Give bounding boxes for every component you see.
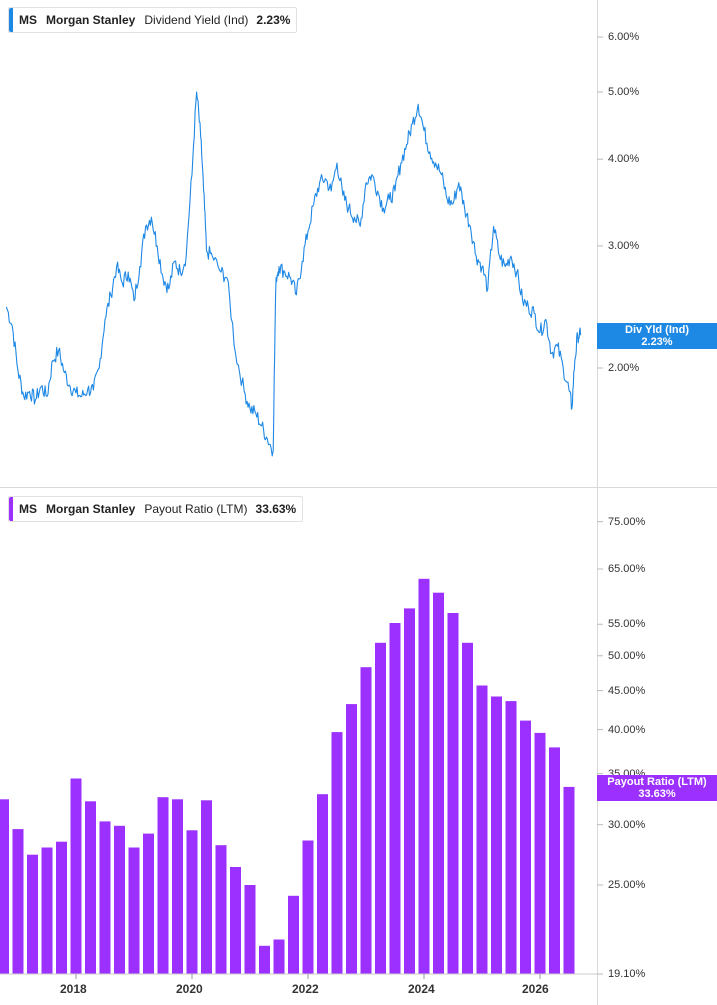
payout-ratio-bar [317, 794, 328, 974]
panel-divider [0, 487, 717, 488]
y-tick-label: 25.00% [608, 879, 646, 891]
dividend-yield-plot [5, 36, 603, 457]
dividend-yield-flag: Div Yld (Ind) 2.23% [597, 323, 717, 349]
payout-ratio-bar [389, 623, 401, 974]
legend-ticker: MS [19, 13, 37, 27]
payout-ratio-bar [462, 642, 473, 974]
payout-ratio-bar [0, 799, 9, 974]
y-tick-label: 5.00% [608, 86, 640, 98]
y-tick-label: 40.00% [608, 724, 646, 736]
y-tick-label: 75.00% [608, 516, 646, 528]
payout-ratio-bar [549, 747, 560, 974]
payout-ratio-bar [418, 578, 430, 974]
legend-series: Payout Ratio (LTM) [144, 502, 248, 516]
y-tick-label: 45.00% [608, 685, 646, 697]
y-tick-label: 6.00% [608, 31, 640, 43]
payout-ratio-bar [85, 801, 96, 974]
payout-ratio-flag: Payout Ratio (LTM) 33.63% [597, 775, 717, 801]
payout-ratio-bar [302, 840, 314, 974]
payout-ratio-bar [230, 867, 241, 974]
x-tick-label: 2022 [292, 982, 319, 996]
y-tick-label: 3.00% [608, 240, 640, 252]
payout-ratio-bar [476, 685, 488, 974]
legend-company: Morgan Stanley [46, 502, 136, 516]
payout-ratio-bar [143, 833, 154, 974]
payout-ratio-bar [491, 696, 502, 974]
payout-ratio-bar [128, 847, 140, 974]
x-tick-label: 2020 [176, 982, 203, 996]
payout-ratio-bar [520, 720, 531, 974]
y-tick-label: 2.00% [608, 362, 640, 374]
legend-company: Morgan Stanley [46, 13, 136, 27]
dividend-yield-swatch [9, 8, 13, 32]
payout-ratio-bar [433, 592, 444, 974]
payout-ratio-bar [375, 642, 386, 974]
payout-ratio-plot [0, 521, 603, 979]
payout-ratio-bar [41, 847, 53, 974]
payout-ratio-bar [244, 885, 256, 974]
payout-ratio-bar [99, 821, 111, 974]
payout-ratio-bar [70, 778, 82, 974]
payout-ratio-bar [186, 830, 198, 974]
payout-ratio-bar [259, 945, 270, 974]
payout-ratio-bar [534, 732, 546, 974]
right-axis-divider [597, 0, 598, 1005]
y-tick-label: 65.00% [608, 563, 646, 575]
payout-ratio-bar [273, 939, 285, 974]
payout-ratio-bar [331, 732, 343, 974]
y-tick-label: 50.00% [608, 650, 646, 662]
payout-ratio-bar [114, 825, 125, 974]
payout-ratio-bar [346, 704, 357, 974]
payout-ratio-bar [360, 667, 372, 974]
y-tick-label: 19.10% [608, 968, 646, 980]
payout-ratio-bar [27, 854, 38, 974]
flag-label: Div Yld (Ind) [625, 324, 689, 336]
flag-value: 2.23% [641, 336, 673, 348]
x-tick-label: 2024 [408, 982, 435, 996]
x-tick-label: 2018 [60, 982, 87, 996]
payout-ratio-bar [157, 797, 169, 974]
y-tick-label: 4.00% [608, 153, 640, 165]
payout-ratio-bar [563, 786, 575, 974]
payout-ratio-bar [172, 799, 183, 974]
payout-ratio-swatch [9, 497, 13, 521]
payout-ratio-bar [56, 841, 67, 974]
payout-ratio-bar [288, 895, 299, 974]
dividend-yield-legend[interactable]: MS Morgan Stanley Dividend Yield (Ind) 2… [8, 7, 298, 33]
dividend-yield-line [5, 91, 582, 457]
payout-ratio-bar [505, 701, 517, 974]
y-tick-label: 55.00% [608, 618, 646, 630]
payout-ratio-bar [404, 608, 415, 974]
y-tick-label: 30.00% [608, 819, 646, 831]
payout-ratio-legend[interactable]: MS Morgan Stanley Payout Ratio (LTM) 33.… [8, 496, 304, 522]
flag-value: 33.63% [638, 788, 676, 800]
payout-ratio-bar [215, 845, 227, 974]
legend-value: 2.23% [256, 13, 291, 27]
legend-value: 33.63% [255, 502, 297, 516]
legend-ticker: MS [19, 502, 37, 516]
x-tick-label: 2026 [522, 982, 549, 996]
legend-series: Dividend Yield (Ind) [144, 13, 249, 27]
flag-label: Payout Ratio (LTM) [607, 776, 707, 788]
payout-ratio-bar [201, 800, 212, 974]
payout-ratio-bar [447, 613, 459, 974]
payout-ratio-bar [12, 829, 24, 974]
